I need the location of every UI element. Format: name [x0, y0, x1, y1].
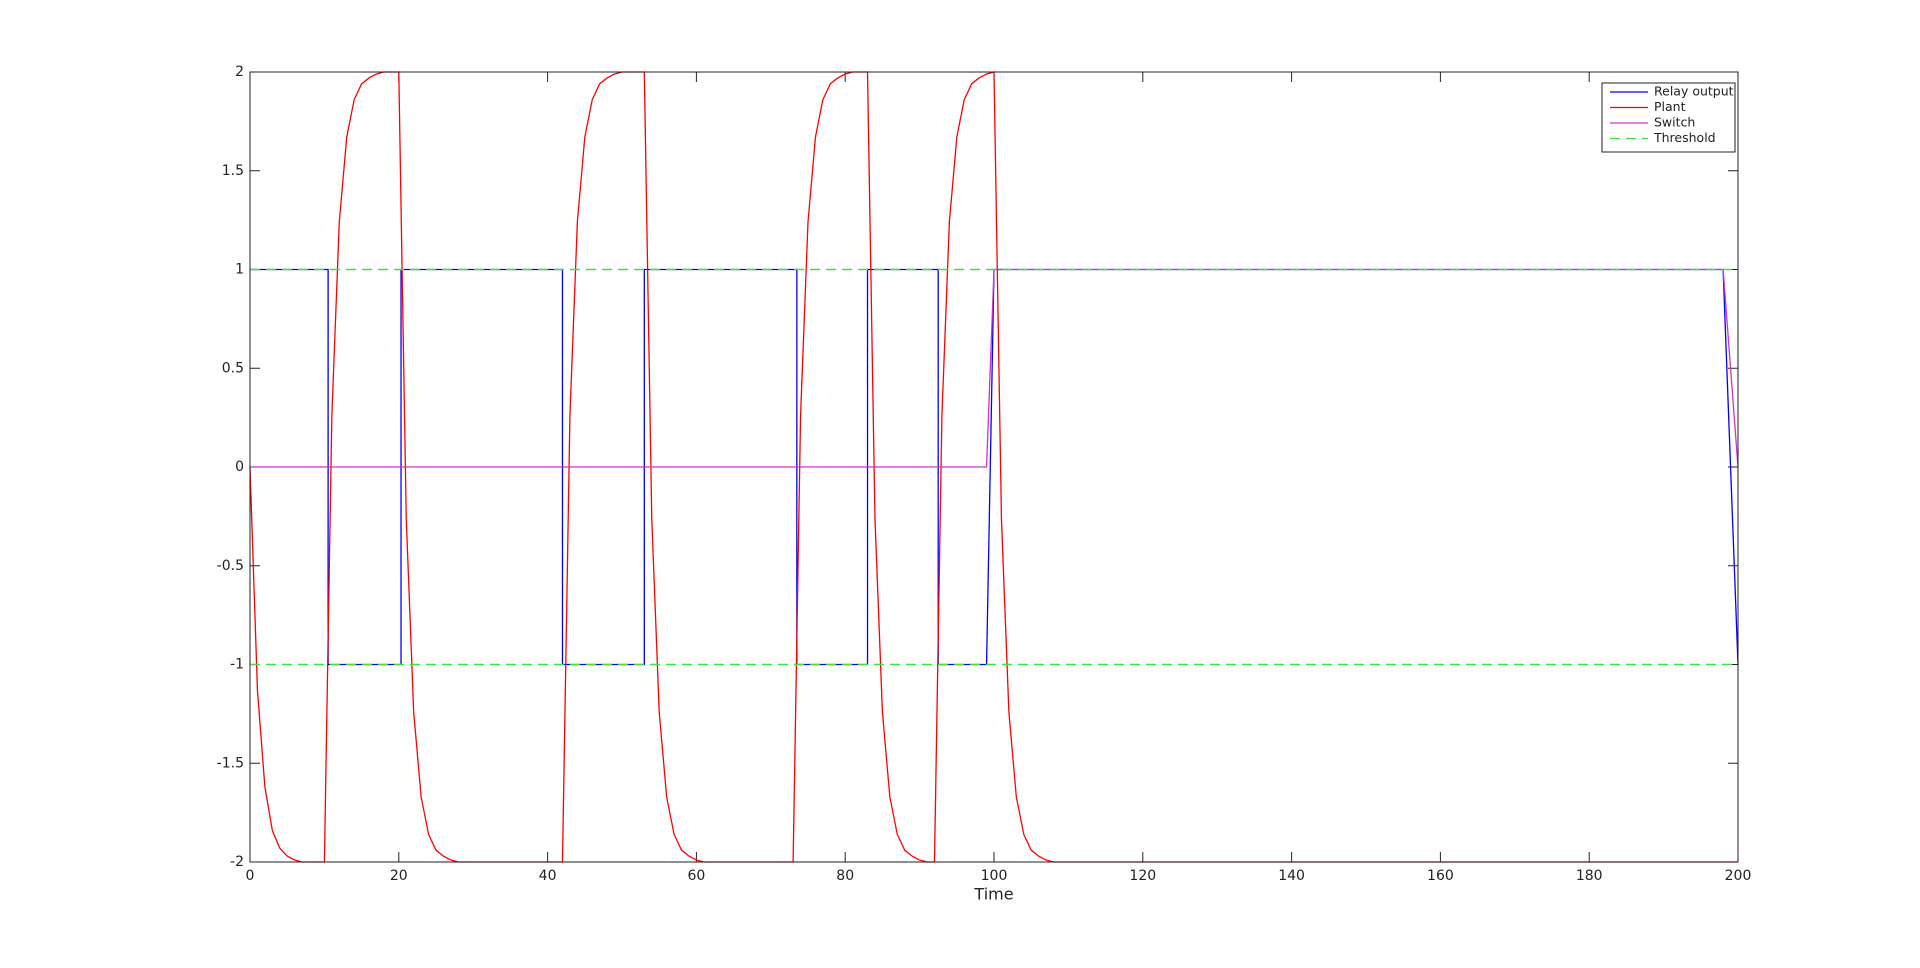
x-tick-label: 120	[1129, 868, 1156, 884]
legend-label: Plant	[1654, 99, 1686, 114]
y-tick-label: -0.5	[217, 558, 244, 574]
x-tick-label: 200	[1725, 868, 1752, 884]
x-tick-label: 140	[1278, 868, 1305, 884]
y-tick-label: 2	[235, 64, 244, 80]
x-tick-label: 60	[687, 868, 705, 884]
legend-box	[1601, 82, 1736, 153]
y-tick-label: -2	[230, 854, 244, 870]
y-tick-label: 0.5	[222, 360, 244, 376]
x-tick-label: 20	[390, 868, 408, 884]
legend-label: Switch	[1654, 115, 1695, 130]
y-tick-label: 0	[235, 459, 244, 475]
x-tick-label: 0	[246, 868, 255, 884]
x-tick-label: 80	[836, 868, 854, 884]
x-tick-label: 100	[981, 868, 1008, 884]
y-tick-label: 1	[235, 262, 244, 278]
series-line	[250, 268, 1738, 666]
series-line	[249, 71, 1738, 863]
x-tick-label: 160	[1427, 868, 1454, 884]
y-tick-label: -1.5	[217, 755, 244, 771]
y-tick-label: 1.5	[222, 163, 244, 179]
legend-label: Relay output	[1654, 84, 1734, 99]
legend-label: Threshold	[1653, 130, 1716, 145]
axes-box	[249, 71, 1739, 863]
x-tick-label: 40	[539, 868, 557, 884]
y-tick-label: -1	[230, 657, 244, 673]
x-axis-label: Time	[973, 885, 1013, 904]
x-tick-label: 180	[1576, 868, 1603, 884]
